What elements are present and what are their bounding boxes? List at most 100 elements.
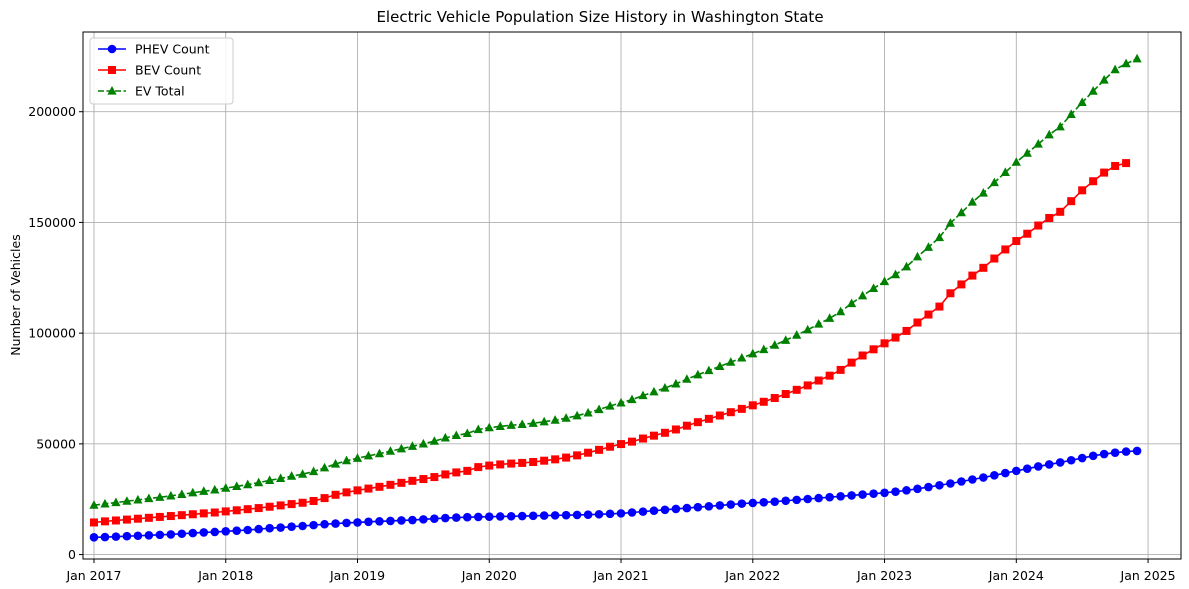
data-point-ev-total: [539, 416, 549, 426]
data-point-phev-count: [781, 496, 791, 506]
data-point-phev-count: [550, 511, 560, 520]
data-point-phev-count: [386, 516, 395, 526]
series-bev-count: [89, 159, 1131, 527]
data-point-bev-count: [166, 512, 175, 521]
data-point-phev-count: [210, 527, 220, 537]
data-point-ev-total: [308, 466, 319, 476]
data-point-ev-total: [276, 473, 286, 482]
data-point-ev-total: [1132, 53, 1142, 63]
data-point-ev-total: [1000, 167, 1010, 176]
data-point-phev-count: [430, 514, 439, 523]
data-point-bev-count: [364, 484, 373, 493]
data-point-phev-count: [473, 512, 483, 522]
x-tick-label: Jan 2021: [592, 568, 648, 583]
data-point-ev-total: [561, 413, 571, 422]
data-point-ev-total: [429, 436, 439, 445]
data-point-phev-count: [847, 491, 856, 500]
data-point-phev-count: [946, 479, 955, 488]
data-point-phev-count: [748, 498, 758, 508]
data-point-bev-count: [342, 488, 351, 497]
data-point-ev-total: [100, 498, 110, 508]
data-point-bev-count: [221, 507, 230, 516]
data-point-phev-count: [1044, 460, 1054, 469]
data-point-ev-total: [221, 483, 231, 492]
data-point-ev-total: [506, 420, 516, 429]
data-point-ev-total: [177, 489, 187, 498]
data-point-ev-total: [89, 500, 99, 509]
data-point-ev-total: [682, 374, 692, 383]
data-point-phev-count: [979, 473, 988, 482]
data-point-phev-count: [506, 511, 516, 521]
x-tick-label: Jan 2019: [329, 568, 385, 583]
data-point-phev-count: [1066, 455, 1076, 465]
data-point-ev-total: [517, 419, 527, 428]
data-point-phev-count: [495, 512, 505, 521]
data-point-bev-count: [441, 470, 450, 479]
chart-title: Electric Vehicle Population Size History…: [376, 8, 823, 26]
data-point-ev-total: [912, 251, 923, 261]
data-point-phev-count: [858, 490, 867, 499]
data-point-phev-count: [309, 520, 318, 530]
data-point-ev-total: [188, 487, 198, 497]
data-point-bev-count: [551, 455, 560, 464]
data-point-bev-count: [133, 514, 142, 523]
data-point-bev-count: [617, 440, 626, 449]
data-point-bev-count: [562, 453, 571, 462]
data-point-ev-total: [967, 197, 977, 206]
data-point-bev-count: [1067, 197, 1076, 206]
data-point-ev-total: [748, 348, 758, 358]
data-point-ev-total: [770, 340, 780, 349]
data-point-ev-total: [923, 242, 934, 251]
data-point-phev-count: [957, 477, 966, 486]
data-point-ev-total: [978, 187, 988, 197]
data-point-ev-total: [759, 344, 769, 354]
data-point-ev-total: [901, 261, 912, 271]
data-point-phev-count: [1121, 447, 1131, 456]
data-point-phev-count: [144, 531, 154, 540]
data-point-phev-count: [704, 502, 714, 511]
data-point-bev-count: [935, 302, 944, 311]
data-point-bev-count: [265, 502, 274, 511]
data-point-bev-count: [726, 408, 735, 417]
x-tick-label: Jan 2017: [65, 568, 121, 583]
data-point-bev-count: [924, 310, 933, 319]
grid: [83, 32, 1181, 559]
data-point-phev-count: [792, 495, 801, 505]
data-point-ev-total: [363, 450, 374, 460]
data-point-phev-count: [375, 517, 384, 526]
series-line-phev-count: [93, 450, 1138, 539]
data-point-phev-count: [1022, 464, 1032, 473]
data-point-ev-total: [385, 446, 396, 455]
data-point-phev-count: [177, 529, 187, 539]
data-point-bev-count: [748, 401, 757, 410]
data-point-bev-count: [595, 445, 604, 454]
legend-label: BEV Count: [135, 63, 201, 78]
data-point-ev-total: [825, 313, 835, 322]
data-point-ev-total: [396, 443, 407, 453]
data-point-phev-count: [1077, 453, 1087, 463]
data-point-ev-total: [890, 269, 901, 279]
y-axis-label: Number of Vehicles: [8, 234, 23, 355]
data-point-phev-count: [770, 497, 780, 506]
data-point-ev-total: [836, 306, 846, 316]
data-point-bev-count: [419, 475, 428, 484]
data-point-ev-total: [814, 319, 824, 328]
data-point-bev-count: [957, 280, 966, 289]
data-point-phev-count: [1012, 466, 1021, 476]
data-point-phev-count: [89, 533, 99, 542]
data-point-phev-count: [254, 524, 263, 534]
data-point-ev-total: [352, 453, 363, 462]
y-tick-label: 100000: [28, 326, 76, 341]
data-point-bev-count: [529, 458, 538, 467]
legend: PHEV Count BEV Count EV Total: [89, 37, 234, 105]
data-point-phev-count: [968, 475, 977, 484]
data-point-phev-count: [902, 486, 911, 495]
data-point-bev-count: [540, 456, 549, 465]
data-point-bev-count: [1100, 168, 1109, 177]
y-axis: 0 50000 100000 150000 200000: [28, 104, 83, 562]
data-point-phev-count: [232, 526, 242, 535]
data-point-phev-count: [133, 531, 143, 541]
data-point-bev-count: [737, 404, 746, 413]
data-point-phev-count: [397, 516, 406, 525]
